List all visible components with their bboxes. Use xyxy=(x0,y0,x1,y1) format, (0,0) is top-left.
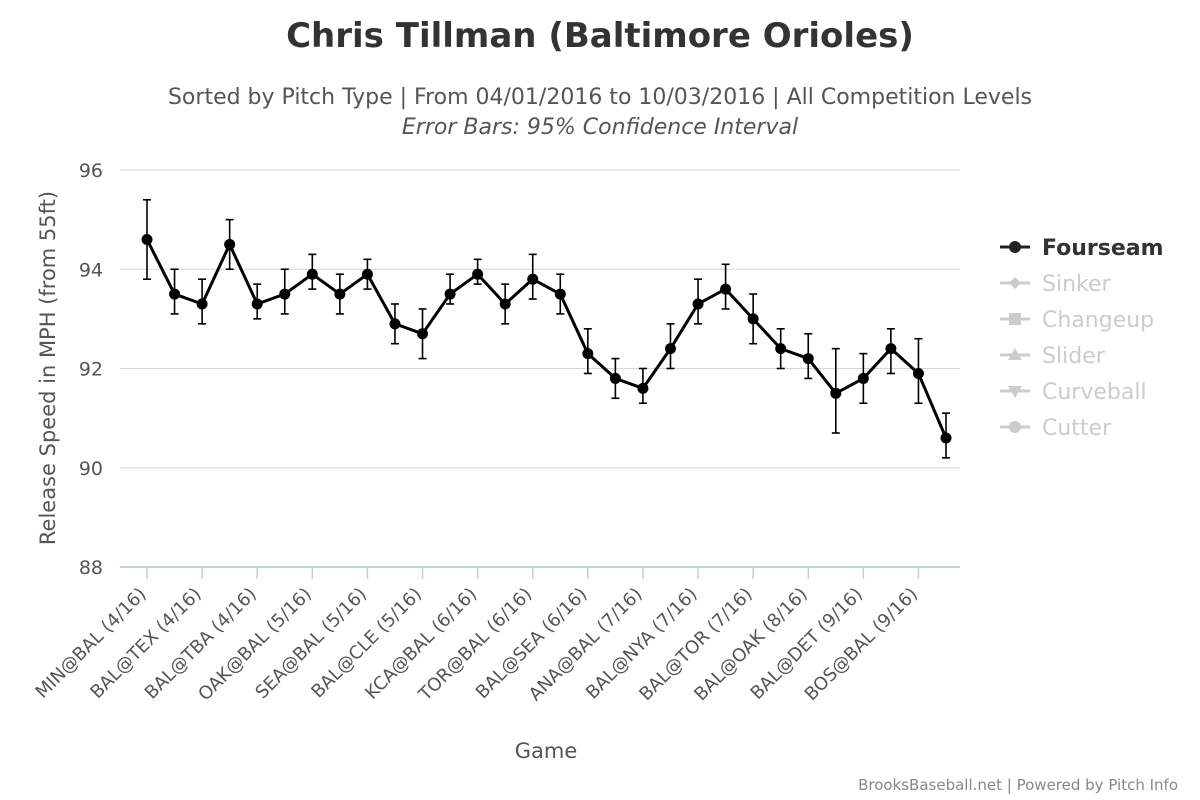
data-point xyxy=(554,288,566,300)
chart-subtitle-error-bars: Error Bars: 95% Confidence Interval xyxy=(402,115,798,140)
legend-circle-icon xyxy=(1009,241,1021,253)
legend-label: Changeup xyxy=(1042,308,1154,333)
data-point xyxy=(196,298,208,310)
data-point xyxy=(692,298,704,310)
y-axis-ticks: 88 90 92 94 96 xyxy=(79,160,103,579)
data-point xyxy=(279,288,291,300)
y-tick-label-92: 92 xyxy=(79,359,103,381)
y-tick-label-94: 94 xyxy=(79,259,103,281)
chart-title: Chris Tillman (Baltimore Orioles) xyxy=(286,16,914,56)
legend-item-slider[interactable]: Slider xyxy=(1000,344,1106,369)
data-point xyxy=(747,313,759,325)
legend-label: Curveball xyxy=(1042,380,1147,405)
x-axis: MIN@BAL (4/16)BAL@TEX (4/16)BAL@TBA (4/1… xyxy=(32,566,960,706)
credits[interactable]: BrooksBaseball.net | Powered by Pitch In… xyxy=(858,776,1178,794)
data-point xyxy=(306,268,318,280)
data-point xyxy=(444,288,456,300)
legend-label: Slider xyxy=(1042,344,1106,369)
y-tick-label-96: 96 xyxy=(79,160,103,182)
data-point xyxy=(527,273,539,285)
data-point xyxy=(802,353,814,365)
data-point xyxy=(582,348,594,360)
data-point xyxy=(334,288,346,300)
y-tick-label-88: 88 xyxy=(79,557,103,579)
data-point xyxy=(141,233,153,245)
y-axis-title: Release Speed in MPH (from 55ft) xyxy=(36,191,60,545)
data-point xyxy=(885,343,897,355)
data-point xyxy=(251,298,263,310)
data-point xyxy=(417,328,429,340)
legend-item-curveball[interactable]: Curveball xyxy=(1000,380,1147,405)
data-point xyxy=(609,372,621,384)
y-tick-label-90: 90 xyxy=(79,458,103,480)
legend-diamond-icon xyxy=(1009,277,1021,289)
legend-label: Fourseam xyxy=(1042,236,1164,261)
data-point xyxy=(912,367,924,379)
legend-triangle-down-icon xyxy=(1008,386,1022,398)
chart-subtitle: Sorted by Pitch Type | From 04/01/2016 t… xyxy=(168,85,1032,110)
legend-triangle-icon xyxy=(1008,348,1022,360)
data-point xyxy=(664,343,676,355)
data-point xyxy=(775,343,787,355)
data-point xyxy=(472,268,484,280)
legend-circle-icon xyxy=(1009,421,1021,433)
data-point xyxy=(857,372,869,384)
legend-square-icon xyxy=(1009,313,1021,325)
legend: Fourseam Sinker Changeup Slider Curveball Cut… xyxy=(1000,236,1164,441)
error-bars xyxy=(143,198,950,459)
data-point xyxy=(169,288,181,300)
legend-label: Cutter xyxy=(1042,416,1112,441)
legend-item-fourseam[interactable]: Fourseam xyxy=(1000,236,1164,261)
x-axis-title: Game xyxy=(515,739,578,763)
data-point xyxy=(389,318,401,330)
legend-item-cutter[interactable]: Cutter xyxy=(1000,416,1112,441)
data-point xyxy=(720,283,732,295)
legend-item-sinker[interactable]: Sinker xyxy=(1000,272,1112,297)
data-point xyxy=(830,387,842,399)
series-fourseam xyxy=(141,233,952,444)
data-point xyxy=(637,382,649,394)
grid xyxy=(120,169,960,469)
data-point xyxy=(224,238,236,250)
data-point xyxy=(499,298,511,310)
legend-item-changeup[interactable]: Changeup xyxy=(1000,308,1154,333)
data-point xyxy=(361,268,373,280)
legend-label: Sinker xyxy=(1042,272,1112,297)
data-point xyxy=(940,432,952,444)
